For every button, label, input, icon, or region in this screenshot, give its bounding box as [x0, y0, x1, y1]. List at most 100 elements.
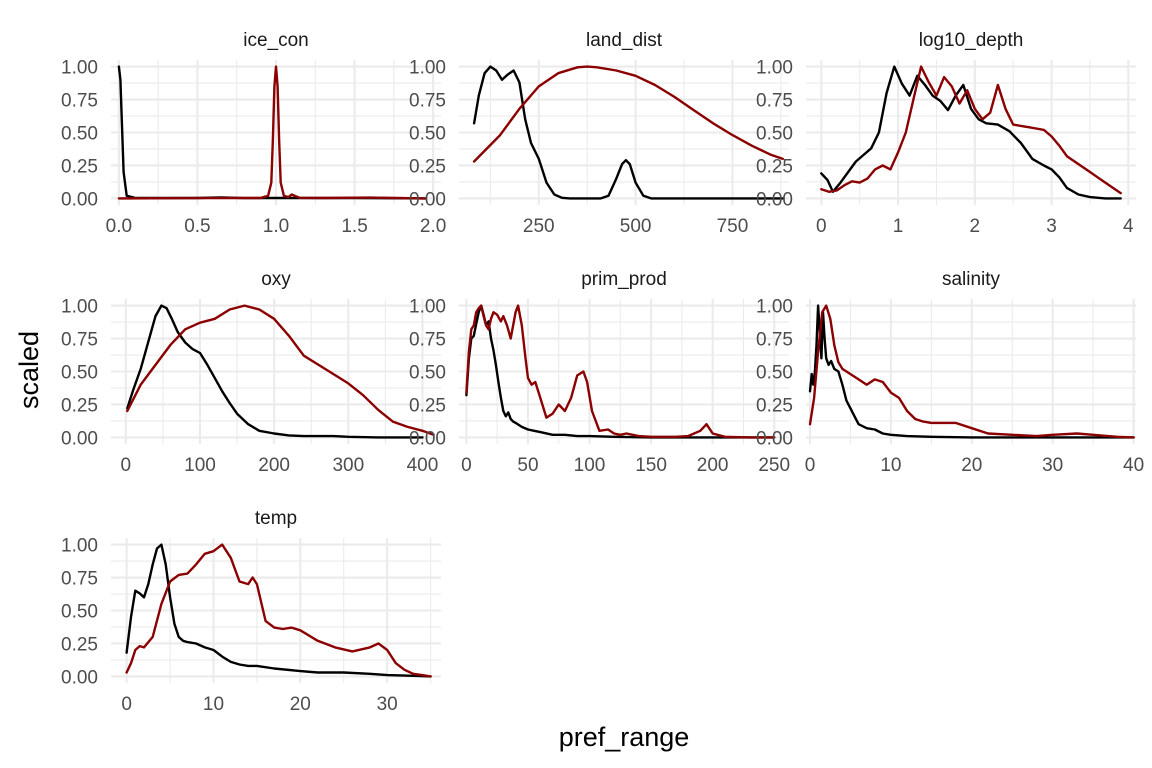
x-tick-label: 50	[517, 455, 538, 476]
x-tick-label: 40	[1123, 455, 1144, 476]
x-tick-label: 30	[377, 694, 398, 715]
y-tick-label: 0.75	[409, 91, 446, 112]
density-line-darkred	[125, 543, 432, 678]
x-tick-label: 4	[1123, 216, 1134, 237]
y-tick-label: 0.25	[409, 395, 446, 416]
x-tick-label: 200	[258, 455, 290, 476]
panel-title: land_dist	[586, 30, 663, 51]
x-tick-label: 2.0	[420, 216, 446, 237]
facet-panel-land_dist: 0.00 0.25 0.50 0.75 1.00 250 500 750 land_dist	[409, 30, 789, 237]
y-tick-label: 0.75	[409, 330, 446, 351]
x-tick-label: 100	[184, 455, 216, 476]
y-tick-label: 0.25	[61, 156, 98, 177]
density-line-darkred	[808, 304, 1135, 439]
x-axis-title: pref_range	[559, 722, 690, 752]
facet-panel-log10_depth: 0.00 0.25 0.50 0.75 1.00 0 1 2 3 4 log10_depth	[756, 30, 1136, 237]
x-tick-label: 250	[758, 455, 790, 476]
y-tick-label: 0.50	[61, 602, 98, 623]
x-tick-label: 20	[290, 694, 311, 715]
x-tick-label: 200	[697, 455, 729, 476]
y-tick-label: 0.00	[409, 428, 446, 449]
density-line-darkred	[472, 65, 784, 163]
y-tick-label: 1.00	[61, 297, 98, 318]
x-tick-label: 0	[816, 216, 827, 237]
y-tick-label: 0.25	[409, 156, 446, 177]
x-tick-label: 1.5	[341, 216, 367, 237]
y-tick-label: 0.50	[756, 363, 793, 384]
x-tick-label: 0	[805, 455, 816, 476]
y-tick-label: 0.75	[61, 569, 98, 590]
x-tick-label: 30	[1042, 455, 1063, 476]
x-tick-label: 100	[574, 455, 606, 476]
y-tick-label: 1.00	[61, 536, 98, 557]
facet-panel-oxy: 0.00 0.25 0.50 0.75 1.00 0 100 200 300 400 oxy	[61, 269, 441, 476]
facet-panel-temp: 0.00 0.25 0.50 0.75 1.00 0 10 20 30 temp	[61, 508, 441, 715]
y-tick-label: 1.00	[409, 297, 446, 318]
density-line-black	[465, 304, 776, 439]
x-tick-label: 1	[893, 216, 904, 237]
density-line-darkred	[117, 65, 427, 200]
x-tick-label: 300	[332, 455, 364, 476]
density-line-black	[820, 65, 1122, 200]
facet-panel-ice_con: 0.00 0.25 0.50 0.75 1.00 0.0 0.5 1.0 1.5 2.0 ice_c…	[61, 30, 446, 237]
y-tick-label: 0.25	[61, 634, 98, 655]
x-tick-label: 0.5	[184, 216, 210, 237]
y-tick-label: 0.00	[756, 428, 793, 449]
y-tick-label: 0.50	[61, 124, 98, 145]
y-axis-title: scaled	[14, 331, 44, 409]
y-tick-label: 1.00	[756, 297, 793, 318]
x-tick-label: 3	[1046, 216, 1057, 237]
panel-title: oxy	[261, 269, 291, 290]
y-tick-label: 0.50	[409, 124, 446, 145]
facet-panel-salinity: 0.00 0.25 0.50 0.75 1.00 0 10 20 30 40 salinity	[756, 269, 1144, 476]
y-tick-label: 1.00	[409, 58, 446, 79]
x-tick-label: 0	[121, 455, 132, 476]
panel-title: ice_con	[243, 30, 309, 51]
panel-title: log10_depth	[919, 30, 1024, 51]
y-tick-label: 0.00	[61, 667, 98, 688]
y-tick-label: 0.50	[409, 363, 446, 384]
x-tick-label: 150	[635, 455, 667, 476]
x-tick-label: 500	[620, 216, 652, 237]
x-tick-label: 0	[121, 694, 132, 715]
y-tick-label: 1.00	[756, 58, 793, 79]
y-tick-label: 0.25	[61, 395, 98, 416]
facet-panels: 0.00 0.25 0.50 0.75 1.00 0.0 0.5 1.0 1.5 2.0 ice_c…	[61, 30, 1144, 715]
facet-panel-prim_prod: 0.00 0.25 0.50 0.75 1.00 0 50 100 150 200 250 prim_…	[409, 269, 790, 476]
x-tick-label: 250	[523, 216, 555, 237]
density-line-black	[808, 304, 1135, 439]
density-line-darkred	[820, 65, 1122, 195]
panel-title: temp	[255, 508, 297, 529]
y-tick-label: 0.25	[756, 395, 793, 416]
x-tick-label: 400	[407, 455, 439, 476]
y-tick-label: 0.00	[756, 189, 793, 210]
density-line-darkred	[465, 304, 776, 439]
panel-title: prim_prod	[581, 269, 667, 290]
x-tick-label: 0	[461, 455, 472, 476]
y-tick-label: 0.75	[61, 91, 98, 112]
x-tick-label: 1.0	[263, 216, 289, 237]
y-tick-label: 0.75	[756, 330, 793, 351]
y-tick-label: 0.50	[756, 124, 793, 145]
y-tick-label: 0.00	[409, 189, 446, 210]
y-tick-label: 0.75	[756, 91, 793, 112]
density-line-black	[472, 65, 784, 200]
x-tick-label: 0.0	[106, 216, 132, 237]
y-tick-label: 0.25	[756, 156, 793, 177]
y-tick-label: 0.75	[61, 330, 98, 351]
x-tick-label: 20	[961, 455, 982, 476]
panel-title: salinity	[942, 269, 1001, 290]
x-tick-label: 750	[717, 216, 749, 237]
x-tick-label: 10	[203, 694, 224, 715]
y-tick-label: 0.00	[61, 189, 98, 210]
y-tick-label: 0.50	[61, 363, 98, 384]
density-line-black	[126, 304, 424, 439]
x-tick-label: 10	[880, 455, 901, 476]
density-line-black	[125, 543, 432, 678]
y-tick-label: 1.00	[61, 58, 98, 79]
density-line-darkred	[126, 304, 435, 436]
y-tick-label: 0.00	[61, 428, 98, 449]
x-tick-label: 2	[970, 216, 981, 237]
